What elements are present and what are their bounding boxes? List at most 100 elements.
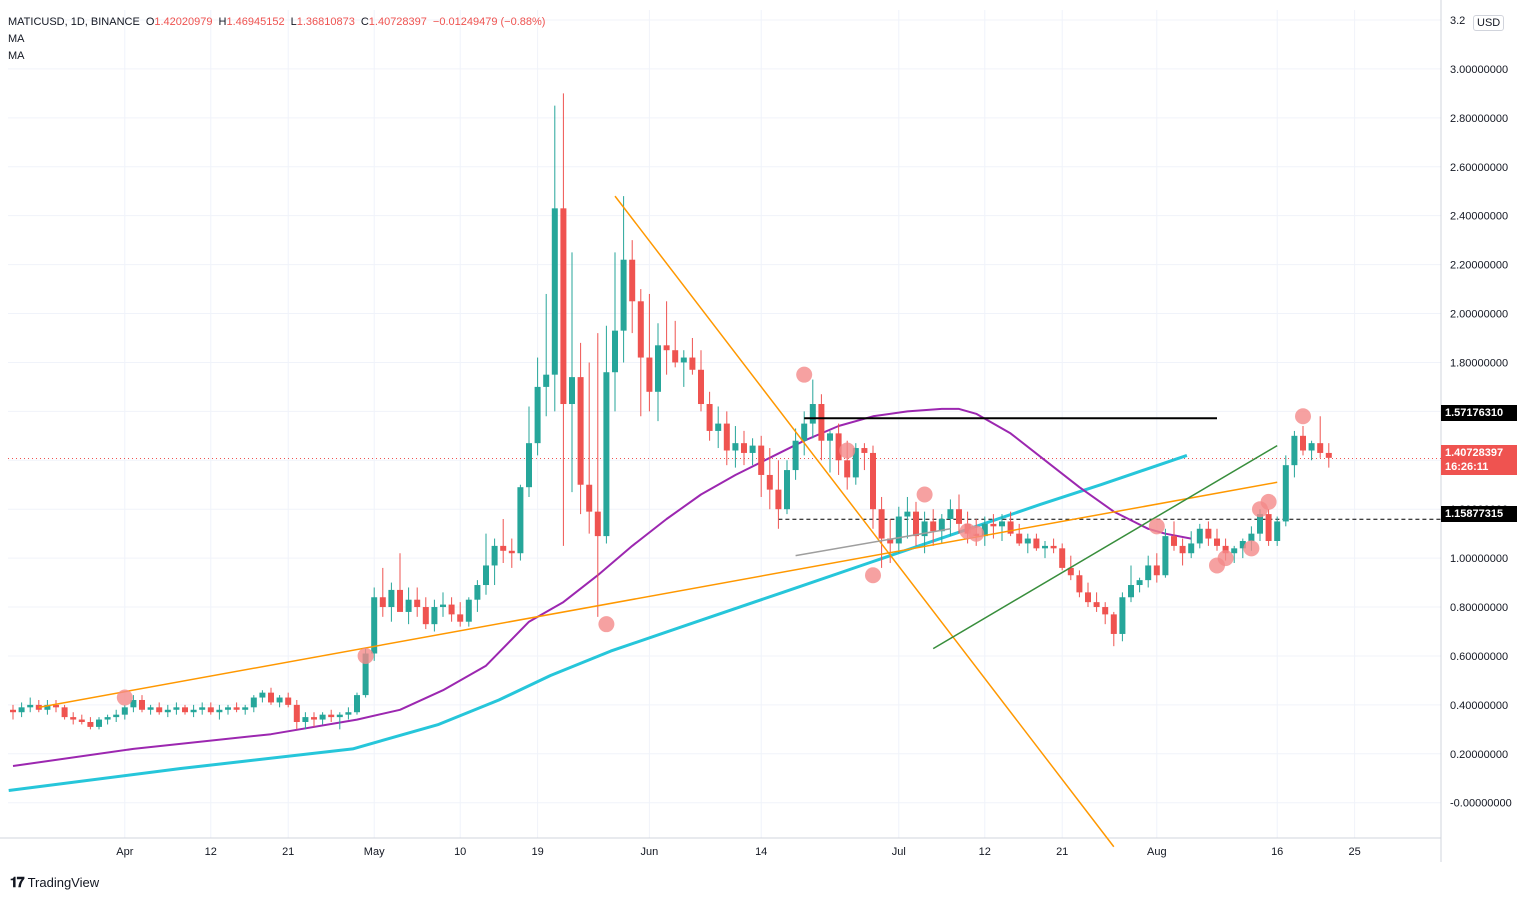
candle — [1265, 509, 1272, 546]
candle — [302, 712, 309, 730]
current-price-tag: 1.40728397 16:26:11 — [1441, 445, 1517, 475]
candle — [1325, 443, 1332, 468]
candle — [517, 484, 524, 561]
candle-body — [130, 699, 137, 708]
candle — [913, 501, 919, 546]
candle — [1188, 531, 1195, 559]
candle-body — [1248, 533, 1255, 541]
ma-indicator-1[interactable]: MA — [8, 33, 25, 45]
candle — [655, 323, 661, 422]
candle — [422, 597, 429, 630]
brand-label: TradingView — [27, 875, 100, 890]
candle — [852, 443, 859, 485]
symbol-label[interactable]: MATICUSD, 1D, BINANCE — [8, 16, 140, 28]
candle-body — [259, 692, 266, 698]
candle — [818, 394, 825, 461]
time-tick-label: 19 — [531, 846, 543, 858]
candle-body — [1325, 452, 1332, 458]
candle — [1282, 455, 1289, 527]
candle — [1162, 528, 1169, 578]
pivot-marker — [1148, 518, 1165, 535]
candle — [96, 717, 102, 730]
candle-body — [981, 523, 988, 537]
candle — [1153, 553, 1160, 583]
candle-body — [182, 707, 188, 713]
candle — [1274, 516, 1281, 546]
candle-body — [913, 511, 919, 537]
candle — [319, 712, 326, 725]
candle — [61, 704, 68, 720]
candle — [431, 599, 438, 632]
candle-body — [190, 709, 197, 713]
candle-body — [1171, 536, 1177, 546]
open-label: O — [145, 16, 155, 28]
candle-body — [1059, 548, 1066, 568]
candle — [182, 704, 188, 715]
candle — [1085, 582, 1091, 608]
candle — [1214, 528, 1220, 551]
candle — [1171, 521, 1177, 551]
candle — [500, 518, 507, 564]
candle — [543, 293, 550, 417]
candle-body — [78, 719, 85, 723]
candle-body — [35, 704, 42, 710]
candle — [612, 252, 618, 412]
candle — [775, 460, 782, 529]
candle-body — [732, 443, 739, 451]
chart-legend: MATICUSD, 1D, BINANCE O1.42020979 H1.469… — [8, 14, 545, 65]
candle-body — [1085, 592, 1091, 603]
candle — [1300, 426, 1306, 456]
candle — [594, 333, 601, 617]
change-value: −0.01249479 (−0.88%) — [432, 16, 546, 28]
candle — [190, 704, 197, 718]
candle — [1059, 543, 1066, 571]
candle — [113, 709, 120, 723]
candle-body — [285, 697, 292, 705]
candle-body — [1274, 521, 1281, 541]
candle-body — [766, 474, 773, 490]
candle-body — [422, 607, 429, 625]
candle-body — [646, 357, 653, 392]
candle-body — [835, 433, 842, 461]
ma-indicator-2[interactable]: MA — [8, 50, 25, 62]
candle — [508, 538, 515, 568]
candle-body — [827, 433, 833, 441]
candle-body — [569, 377, 575, 405]
candle-body — [586, 484, 593, 512]
tradingview-logo-icon: 𝟏𝟕 — [10, 874, 25, 890]
candle-body — [457, 614, 464, 622]
candle — [689, 337, 696, 375]
candle-body — [560, 208, 567, 405]
trendline-orange — [38, 481, 1278, 709]
candle-body — [603, 372, 610, 537]
candle — [809, 379, 816, 439]
candle — [345, 707, 352, 720]
candle-body — [878, 509, 885, 539]
candle — [1007, 511, 1014, 537]
candle-body — [792, 440, 799, 471]
candle — [440, 592, 446, 617]
candle-body — [999, 521, 1005, 527]
candle — [586, 362, 593, 534]
candle-body — [336, 714, 343, 718]
candle — [1119, 592, 1126, 642]
tradingview-brand[interactable]: 𝟏𝟕 TradingView — [10, 874, 99, 891]
candle-body — [250, 697, 257, 708]
time-tick-label: Jul — [892, 846, 906, 858]
candle — [147, 704, 154, 715]
candle-body — [474, 585, 481, 600]
high-label: H — [218, 16, 227, 28]
candle — [1196, 523, 1203, 549]
candle — [534, 357, 541, 456]
price-tick-label: 0.80000000 — [1450, 602, 1508, 614]
candle-body — [164, 709, 171, 713]
currency-badge[interactable]: USD — [1473, 15, 1505, 31]
candle-body — [861, 448, 868, 453]
candle — [293, 699, 300, 730]
support-price-tag: 1.15877315 — [1441, 506, 1517, 522]
trendline-gray — [795, 528, 951, 557]
candle — [465, 597, 472, 627]
current-price: 1.40728397 — [1445, 447, 1504, 459]
candle — [741, 430, 747, 466]
